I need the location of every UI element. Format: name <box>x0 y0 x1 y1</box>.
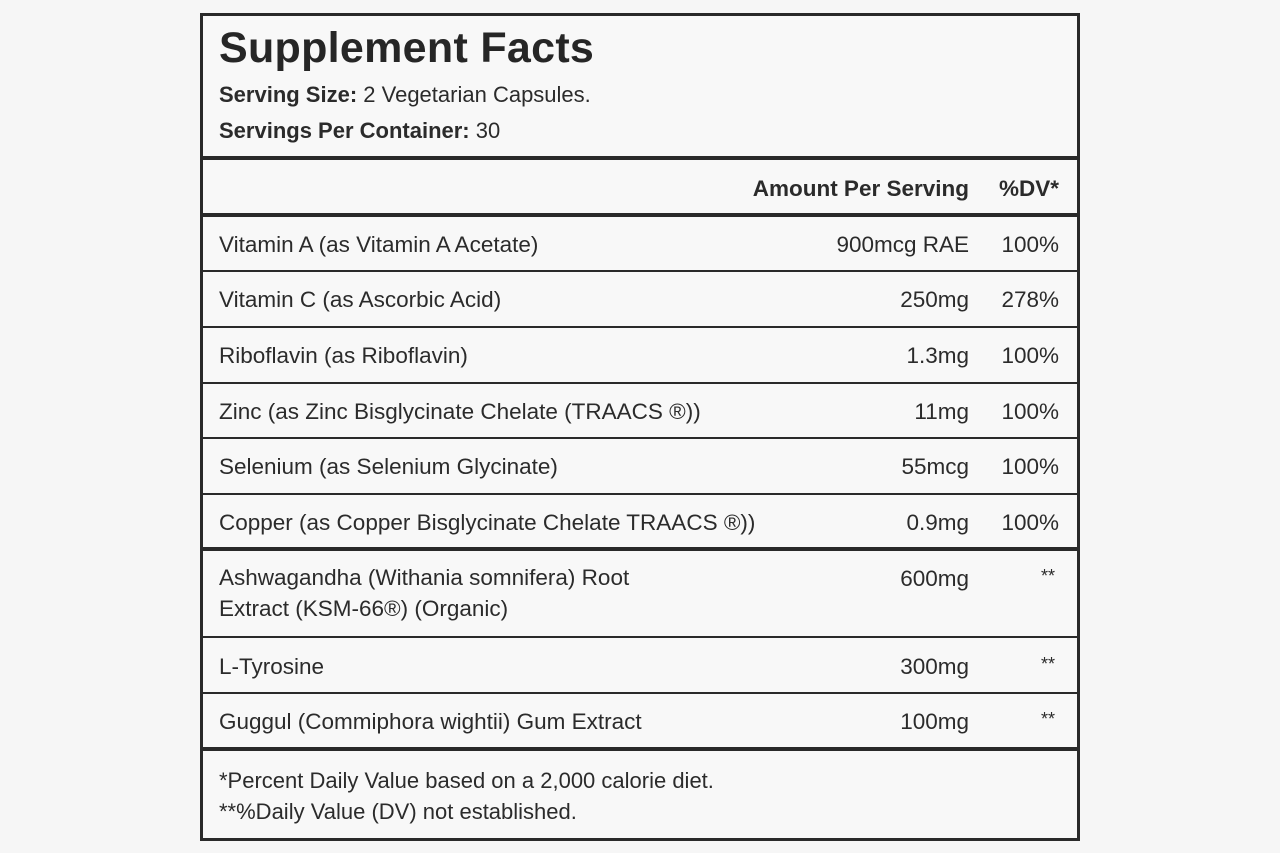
nutrient-amount: 11mg <box>914 399 969 424</box>
divider <box>203 636 1077 638</box>
nutrient-dv: 100% <box>1001 454 1059 479</box>
nutrient-amount: 900mcg RAE <box>836 232 969 257</box>
divider <box>203 326 1077 328</box>
divider <box>203 270 1077 272</box>
servings-per-container-label: Servings Per Container: <box>219 118 470 143</box>
divider <box>203 493 1077 495</box>
divider <box>203 213 1077 217</box>
ingredient-name: L-Tyrosine <box>219 654 325 679</box>
servings-per-container-value: 30 <box>475 118 501 143</box>
nutrient-name: Vitamin A (as Vitamin A Acetate) <box>219 232 539 257</box>
nutrient-dv: 100% <box>1001 232 1059 257</box>
ingredient-name: Ashwagandha (Withania somnifera) Root Ext… <box>219 562 629 624</box>
ingredient-amount: 300mg <box>900 654 969 679</box>
divider <box>203 382 1077 384</box>
nutrient-name: Copper (as Copper Bisglycinate Chelate T… <box>219 510 756 535</box>
nutrient-dv: 100% <box>1001 343 1059 368</box>
ingredient-dv: ** <box>1040 566 1055 586</box>
ingredient-name: Guggul (Commiphora wightii) Gum Extract <box>219 709 642 734</box>
ingredient-name-line1: Ashwagandha (Withania somnifera) Root <box>219 565 630 590</box>
ingredient-dv: ** <box>1040 709 1055 729</box>
divider <box>203 547 1077 551</box>
footnote-dv: *Percent Daily Value based on a 2,000 ca… <box>219 768 714 793</box>
nutrient-amount: 55mcg <box>901 454 969 479</box>
divider <box>203 156 1077 160</box>
nutrient-name: Zinc (as Zinc Bisglycinate Chelate (TRAA… <box>219 399 701 424</box>
nutrient-dv: 100% <box>1001 399 1059 424</box>
servings-per-container: Servings Per Container: 30 <box>219 118 500 144</box>
footnote-not-established: **%Daily Value (DV) not established. <box>219 799 577 824</box>
nutrient-dv: 100% <box>1001 510 1059 535</box>
nutrient-amount: 1.3mg <box>906 343 969 368</box>
divider <box>203 747 1077 751</box>
serving-size-value: 2 Vegetarian Capsules. <box>363 82 591 107</box>
ingredient-name-line2: Extract (KSM-66®) (Organic) <box>219 596 509 621</box>
amount-header: Amount Per Serving <box>752 176 969 201</box>
divider <box>203 437 1077 439</box>
panel-title: Supplement Facts <box>219 24 595 72</box>
divider <box>203 692 1077 694</box>
nutrient-name: Riboflavin (as Riboflavin) <box>219 343 468 368</box>
ingredient-amount: 600mg <box>900 566 969 591</box>
nutrient-name: Vitamin C (as Ascorbic Acid) <box>219 287 502 312</box>
nutrient-amount: 250mg <box>900 287 969 312</box>
nutrient-amount: 0.9mg <box>906 510 969 535</box>
nutrient-dv: 278% <box>1001 287 1059 312</box>
serving-size-label: Serving Size: <box>219 82 358 107</box>
supplement-facts-panel: Supplement Facts Serving Size: 2 Vegetar… <box>200 13 1080 841</box>
nutrient-name: Selenium (as Selenium Glycinate) <box>219 454 558 479</box>
ingredient-amount: 100mg <box>900 709 969 734</box>
ingredient-dv: ** <box>1040 654 1055 674</box>
dv-header: %DV* <box>998 176 1059 201</box>
serving-size: Serving Size: 2 Vegetarian Capsules. <box>219 82 591 108</box>
